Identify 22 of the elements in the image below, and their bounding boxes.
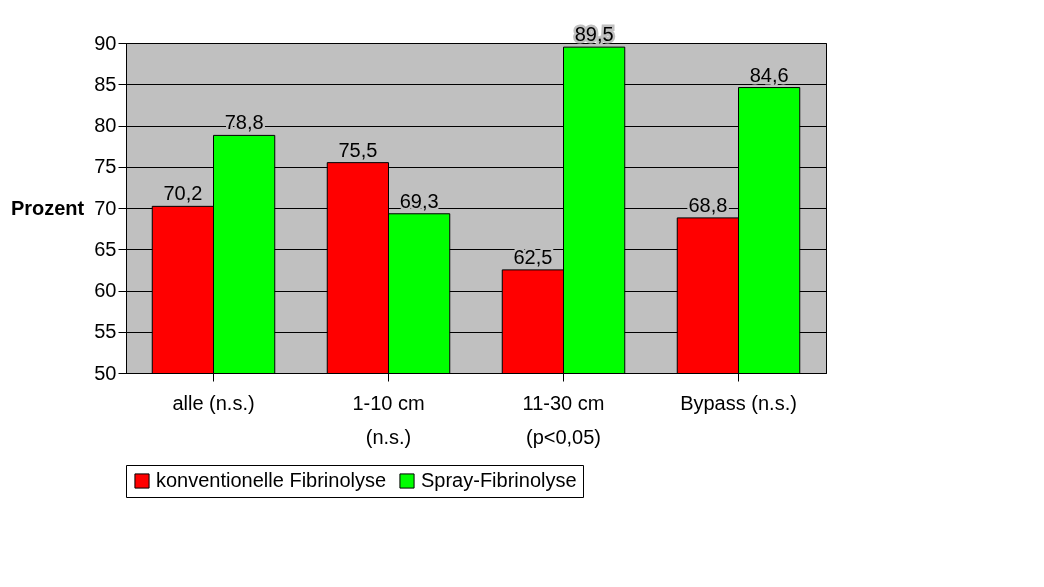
data-label: 84,6 <box>749 63 789 86</box>
legend-label: Spray-Fibrinolyse <box>421 469 577 491</box>
y-tick-label: 90 <box>94 31 117 54</box>
y-tick-label: 75 <box>94 155 117 178</box>
data-label: 69,3 <box>399 189 439 212</box>
x-tick-label: Bypass (n.s.) <box>680 391 797 414</box>
x-tick-label: 1-10 cm (n.s.) <box>352 391 425 448</box>
x-tick-label: alle (n.s.) <box>172 391 255 414</box>
data-label: 62,5 <box>513 245 553 268</box>
y-tick-label: 70 <box>94 196 117 219</box>
data-label: 70,2 <box>163 182 203 205</box>
y-tick-label: 85 <box>94 72 117 95</box>
y-tick-label: 60 <box>94 279 117 301</box>
data-label: 89,5 <box>574 23 614 46</box>
y-tick-label: 55 <box>94 320 117 343</box>
legend-label: konventionelle Fibrinolyse <box>156 469 387 491</box>
y-tick-label: 65 <box>94 237 117 260</box>
x-tick-label: 11-30 cm (p<0,05) <box>522 391 605 448</box>
y-tick-label: 50 <box>94 361 117 384</box>
y-tick-label: 80 <box>94 114 117 136</box>
data-label: 75,5 <box>338 138 378 161</box>
y-axis-title: Prozent <box>10 196 85 219</box>
